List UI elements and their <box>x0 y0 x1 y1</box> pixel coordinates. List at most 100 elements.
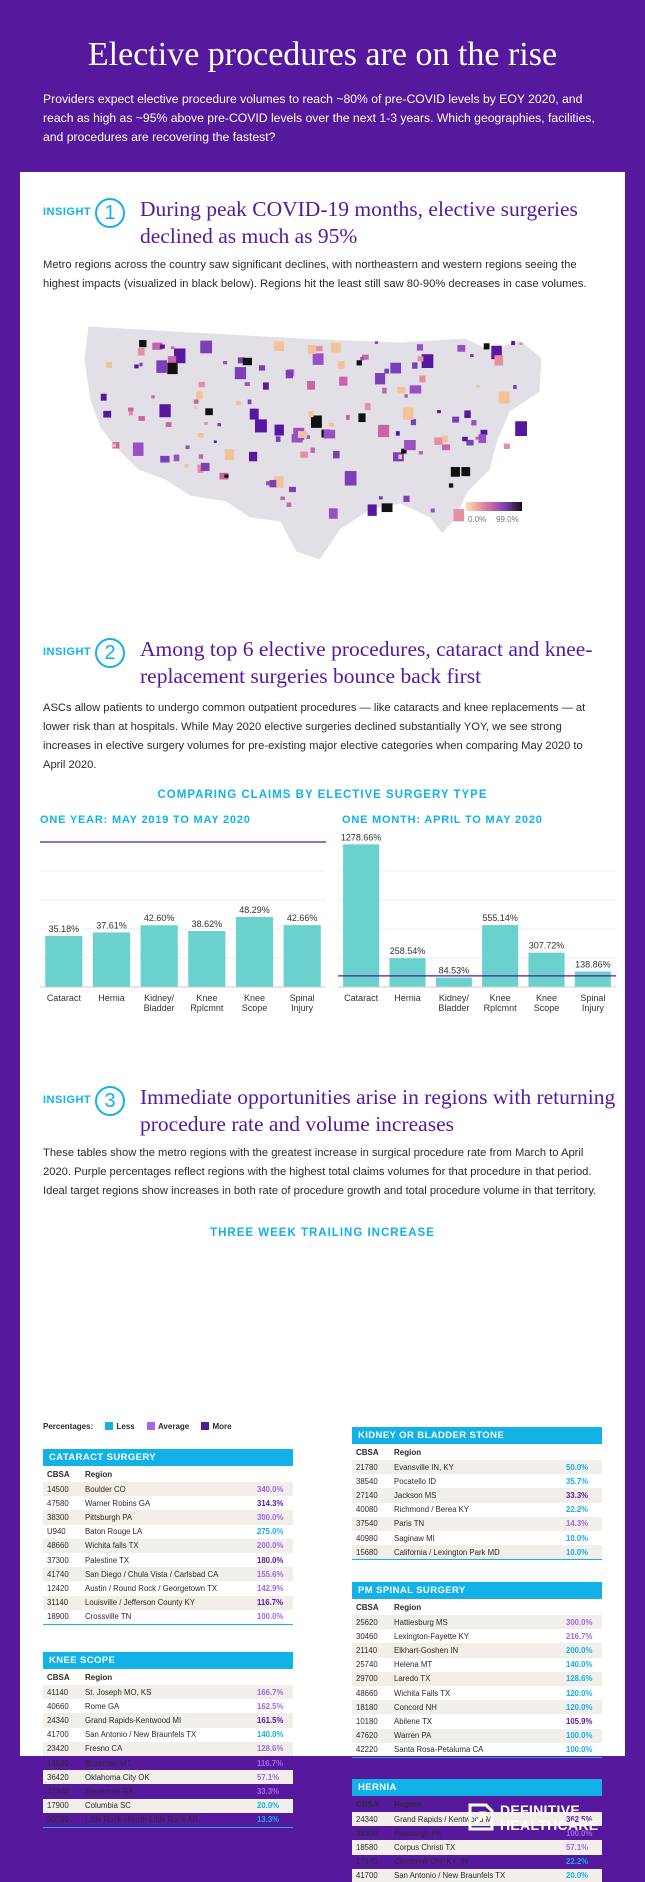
data-label-2: 84.53% <box>439 966 470 976</box>
metro-region <box>519 342 523 346</box>
bar-5 <box>574 971 611 987</box>
percent-cell: 116.7% <box>253 1595 293 1610</box>
pm-spinal-surgery-table: PM SPINAL SURGERY CBSA Region 25620 Hattiesb… <box>352 1582 602 1758</box>
metro-region <box>111 443 116 448</box>
col-cbsa-header: CBSA <box>356 1603 379 1612</box>
table-row: 38540 Pocatello ID 35.7% <box>352 1474 602 1488</box>
percent-cell: 300.0% <box>253 1510 293 1525</box>
cbsa-cell: 14580 <box>47 1758 69 1768</box>
percent-cell: 162.5% <box>257 1701 284 1711</box>
percent-cell: 216.7% <box>566 1631 593 1641</box>
metro-region <box>224 474 229 478</box>
table-row: 21780 Evansville IN, KY 50.0% <box>352 1460 602 1475</box>
region-cell: Palestine TX <box>85 1555 130 1565</box>
cbsa-cell: 21780 <box>352 1460 390 1475</box>
table-title: KNEE SCOPE <box>43 1652 293 1669</box>
cbsa-cell: 37540 <box>352 1516 390 1531</box>
percent-cell: 140.0% <box>566 1660 593 1670</box>
cbsa-cell: U940 <box>47 1527 66 1537</box>
metro-region <box>205 408 213 416</box>
cbsa-cell: 17140 <box>356 1857 378 1867</box>
table-row: 18180 Concord NH 120.0% <box>352 1700 602 1715</box>
metro-region <box>174 348 186 364</box>
region-cell: Bozeman MT <box>85 1758 132 1768</box>
insight-1-description: Metro regions across the country saw sig… <box>43 259 587 290</box>
intro-text: Providers expect elective procedure volu… <box>43 92 595 144</box>
map-legend: 0.0% 99.0% <box>466 502 522 524</box>
metro-region <box>339 376 348 386</box>
metro-region <box>193 406 198 409</box>
metro-region <box>421 354 434 369</box>
metro-region <box>134 364 139 369</box>
percent-cell: 200.0% <box>253 1538 293 1553</box>
metro-region <box>106 362 113 369</box>
table-row: 48660 Wichita falls TX 200.0% <box>43 1538 293 1553</box>
region-cell: Hattiesburg MS <box>390 1615 562 1630</box>
insight-tag: INSIGHT <box>43 206 92 218</box>
cbsa-cell: 47620 <box>352 1728 390 1743</box>
cbsa-cell: 31140 <box>43 1595 81 1610</box>
cbsa-cell: 29700 <box>352 1671 390 1686</box>
metro-region <box>412 362 418 369</box>
cbsa-cell: 18580 <box>352 1840 390 1855</box>
legend-less: Less <box>116 1422 135 1431</box>
table-row: 10180 Abilene TX 105.9% <box>352 1714 602 1728</box>
cbsa-cell: 24340 <box>43 1713 81 1728</box>
insight-number: 1 <box>95 198 125 228</box>
table-row: 24340 Grand Rapids / Kentwood MI 362.5% <box>352 1812 602 1827</box>
metro-region <box>217 423 221 427</box>
insight-number: 3 <box>95 1086 125 1116</box>
metro-region <box>312 353 324 365</box>
table-row: 18580 Corpus Christi TX 57.1% <box>352 1840 602 1855</box>
region-cell: Paris TN <box>390 1516 562 1531</box>
region-cell: Santa Rosa-Petaluma CA <box>394 1745 484 1755</box>
category-label-2: Kidney/Bladder <box>438 993 469 1013</box>
bar-0 <box>45 935 83 987</box>
metro-region <box>198 381 205 388</box>
cbsa-cell: 41700 <box>47 1730 69 1740</box>
metro-region <box>356 360 362 366</box>
legend-swatch-average <box>146 1422 155 1430</box>
bar-3 <box>482 925 519 987</box>
region-cell: Savannah GA <box>85 1786 134 1796</box>
metro-region <box>381 503 393 513</box>
category-label-4: Knee Scope <box>534 993 560 1013</box>
metro-region <box>461 467 471 477</box>
metro-region <box>165 422 172 427</box>
category-label-5: Spinal Injury <box>580 993 605 1013</box>
table-row: 40080 Richmond / Berea KY 22.2% <box>352 1503 602 1517</box>
cbsa-cell: 24340 <box>352 1812 390 1827</box>
region-cell: Pittsburgh PA <box>394 1828 442 1838</box>
percent-cell: 142.9% <box>257 1583 284 1593</box>
region-cell: Concord NH <box>390 1700 562 1715</box>
insight-tag: INSIGHT <box>43 646 92 658</box>
table-row: 14500 Boulder CO 340.0% <box>43 1482 293 1497</box>
percent-cell: 362.5% <box>562 1812 602 1827</box>
percent-cell: 314.3% <box>257 1498 284 1508</box>
metro-region <box>442 444 450 451</box>
metro-region <box>360 356 365 361</box>
region-cell: San Diego / Chula Vista / Carlsbad CA <box>81 1567 253 1582</box>
metro-region <box>184 463 189 468</box>
metro-region <box>471 420 477 426</box>
cbsa-cell: 18900 <box>47 1612 69 1622</box>
table-row: 30780 Little Rock / North Little Rock AR 1… <box>43 1813 293 1827</box>
metro-region <box>401 448 407 454</box>
map-metro-regions <box>100 340 527 522</box>
region-cell: San Antonio / New Braunfels TX <box>85 1730 197 1740</box>
region-cell: Helena MT <box>394 1660 433 1670</box>
table-row: 42340 Savannah GA 33.3% <box>43 1784 293 1798</box>
table-row: 29700 Laredo TX 128.6% <box>352 1671 602 1686</box>
tables-section-title: THREE WEEK TRAILING INCREASE <box>210 1227 435 1239</box>
cbsa-cell: 48660 <box>356 1688 378 1698</box>
percent-cell: 13.3% <box>257 1815 280 1825</box>
metro-region <box>160 455 170 463</box>
legend-label: Percentages: <box>43 1422 94 1431</box>
metro-region <box>156 360 167 373</box>
table-row: 17900 Columbia SC 20.0% <box>43 1798 293 1813</box>
metro-region <box>478 434 487 444</box>
table-row: 41700 San Antonio / New Braunfels TX 140.0… <box>43 1728 293 1742</box>
table-row: 17140 Cincinnati OH, KY, IN 22.2% <box>352 1855 602 1869</box>
metro-region <box>132 442 144 456</box>
percent-cell: 120.0% <box>566 1688 593 1698</box>
